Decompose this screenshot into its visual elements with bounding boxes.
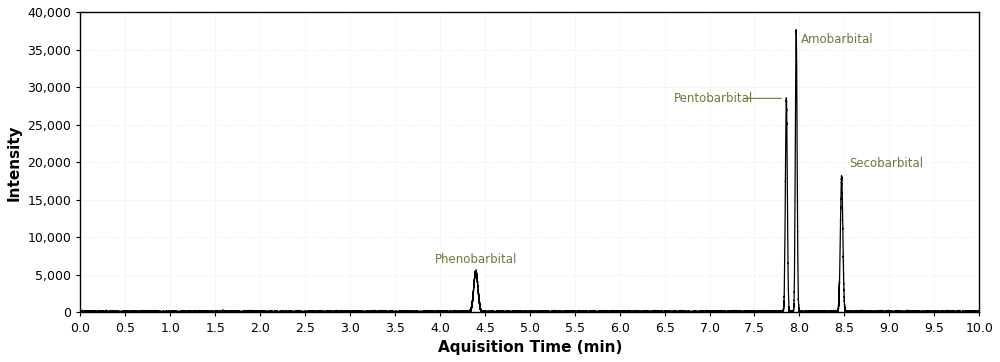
Text: Pentobarbital: Pentobarbital <box>674 92 753 105</box>
Text: Phenobarbital: Phenobarbital <box>435 253 517 266</box>
Y-axis label: Intensity: Intensity <box>7 124 22 201</box>
Text: Secobarbital: Secobarbital <box>849 157 923 170</box>
X-axis label: Aquisition Time (min): Aquisition Time (min) <box>438 340 622 355</box>
Text: Amobarbital: Amobarbital <box>801 33 874 46</box>
